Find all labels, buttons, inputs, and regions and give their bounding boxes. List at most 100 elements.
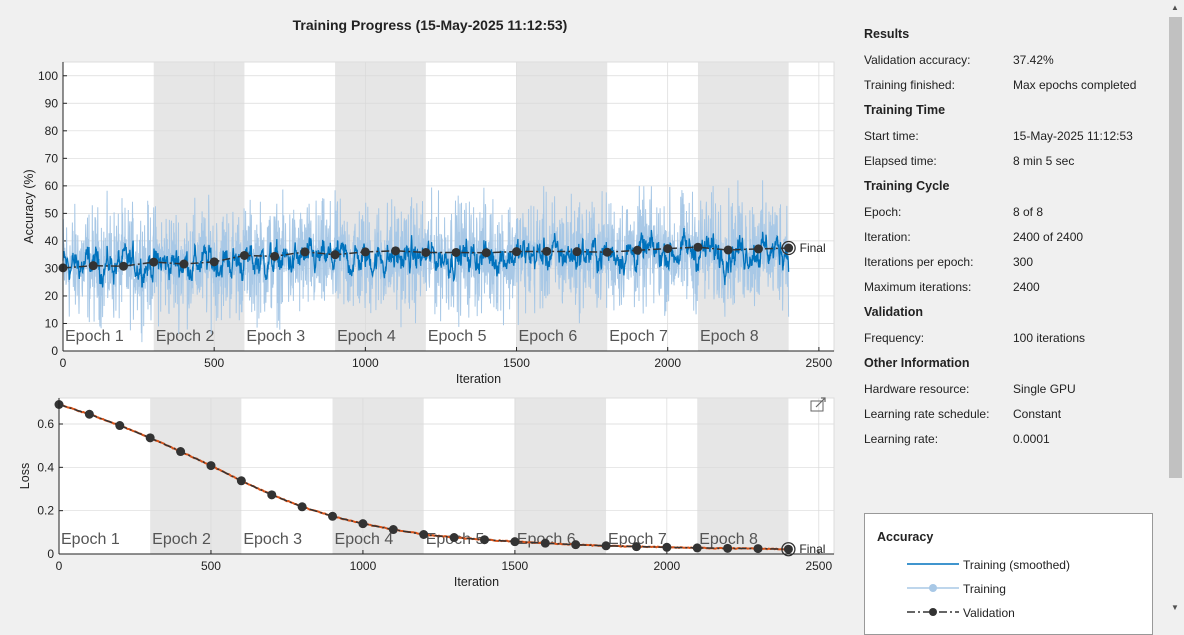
x-tick-label: 1000 (352, 356, 379, 370)
other-information-heading: Other Information (864, 356, 970, 370)
scroll-up-arrow-icon[interactable]: ▲ (1171, 3, 1179, 12)
info-value: 8 min 5 sec (1013, 154, 1075, 168)
info-label: Validation accuracy: (864, 53, 971, 67)
info-label: Hardware resource: (864, 382, 970, 396)
info-row-frequency: Frequency: 100 iterations (864, 328, 1164, 353)
validation-point (602, 247, 612, 257)
legend-item-training: Training (905, 580, 1006, 600)
info-value: Constant (1013, 407, 1062, 421)
validation-point (236, 476, 246, 486)
validation-point (542, 246, 552, 256)
vertical-scrollbar[interactable]: ▲ ▼ (1167, 0, 1184, 617)
info-label: Iterations per epoch: (864, 255, 974, 269)
x-axis-label: Iteration (454, 575, 499, 589)
legend-item-training-smoothed: Training (smoothed) (905, 556, 1070, 576)
validation-point (391, 246, 401, 256)
x-tick-label: 2500 (805, 559, 832, 573)
info-value: 0.0001 (1013, 432, 1050, 446)
validation-point (540, 538, 550, 548)
validation-point (662, 542, 672, 552)
y-tick-label: 20 (45, 289, 59, 303)
validation-point (419, 530, 429, 539)
info-label: Epoch: (864, 205, 902, 219)
validation-point (481, 248, 491, 258)
epoch-label: Epoch 7 (609, 328, 668, 345)
validation-point (300, 247, 310, 257)
final-marker (781, 542, 796, 557)
y-tick-label: 60 (45, 179, 59, 193)
epoch-label: Epoch 2 (152, 531, 211, 548)
validation-point (479, 535, 489, 545)
scroll-down-arrow-icon[interactable]: ▼ (1171, 603, 1179, 612)
x-tick-label: 500 (204, 356, 224, 370)
training-cycle-heading: Training Cycle (864, 179, 950, 193)
validation-point (267, 490, 277, 500)
validation-heading: Validation (864, 305, 924, 319)
info-value: 37.42% (1013, 53, 1054, 67)
validation-point (421, 247, 431, 257)
validation-point (512, 247, 522, 257)
x-tick-label: 1500 (502, 559, 529, 573)
info-row-iteration: Iteration: 2400 of 2400 (864, 227, 1164, 252)
info-value: 2400 (1013, 280, 1040, 294)
info-row-learning-rate: Learning rate: 0.0001 (864, 429, 1164, 454)
info-label: Frequency: (864, 331, 925, 345)
x-tick-label: 2500 (806, 356, 833, 370)
final-label: Final (799, 542, 825, 556)
validation-point (692, 543, 702, 553)
info-row-epoch: Epoch: 8 of 8 (864, 202, 1164, 227)
validation-point (209, 257, 219, 267)
y-tick-label: 30 (45, 261, 59, 275)
info-row-maximum-iterations: Maximum iterations: 2400 (864, 277, 1164, 302)
export-plot-icon[interactable] (810, 396, 828, 414)
info-row-hardware: Hardware resource: Single GPU (864, 379, 1164, 404)
y-tick-label: 80 (45, 124, 59, 138)
info-label: Maximum iterations: (864, 280, 972, 294)
validation-point (451, 247, 461, 257)
training-line (62, 180, 790, 343)
scroll-thumb[interactable] (1169, 17, 1182, 478)
info-label: Training finished: (864, 78, 955, 92)
info-row-start-time: Start time: 15-May-2025 11:12:53 (864, 126, 1164, 151)
validation-point (631, 542, 641, 552)
validation-point (88, 261, 98, 271)
x-tick-label: 2000 (653, 559, 680, 573)
final-label: Final (800, 241, 826, 255)
x-tick-label: 1500 (503, 356, 530, 370)
validation-point (297, 502, 307, 512)
x-tick-label: 0 (56, 559, 63, 573)
y-tick-label: 70 (45, 151, 59, 165)
epoch-label: Epoch 3 (246, 328, 305, 345)
validation-point (330, 250, 340, 260)
x-tick-label: 500 (201, 559, 221, 573)
epoch-label: Epoch 4 (335, 531, 394, 548)
info-value: 2400 of 2400 (1013, 230, 1084, 244)
x-axis-label: Iteration (456, 372, 501, 386)
epoch-label: Epoch 5 (428, 328, 487, 345)
validation-point (601, 541, 611, 551)
validation-point (510, 537, 520, 547)
validation-point (118, 261, 128, 271)
x-tick-label: 2000 (654, 356, 681, 370)
results-heading: Results (864, 27, 910, 41)
validation-point (753, 544, 763, 554)
info-row-iterations-per-epoch: Iterations per epoch: 300 (864, 252, 1164, 277)
y-tick-label: 0.4 (37, 460, 54, 474)
validation-point (753, 244, 763, 254)
epoch-label: Epoch 2 (156, 328, 215, 345)
info-label: Learning rate: (864, 432, 939, 446)
info-row-elapsed-time: Elapsed time: 8 min 5 sec (864, 151, 1164, 176)
info-value: 15-May-2025 11:12:53 (1013, 129, 1133, 143)
info-label: Start time: (864, 129, 919, 143)
y-tick-label: 50 (45, 206, 59, 220)
epoch-label: Epoch 7 (608, 531, 667, 548)
info-value: 100 iterations (1013, 331, 1086, 345)
loss-chart: 0 0.2 0.4 0.6 0 500 1000 1500 2000 2500 Epoch 1 Epo… (18, 397, 835, 589)
chart-title: Training Progress (15-May-2025 11:12:53) (292, 17, 568, 33)
legend-label: Training (smoothed) (963, 558, 1070, 572)
smoothed-line-icon (907, 563, 959, 565)
validation-point (179, 259, 189, 269)
validation-point (270, 251, 280, 261)
validation-point (149, 257, 159, 267)
y-tick-label: 100 (38, 69, 58, 83)
